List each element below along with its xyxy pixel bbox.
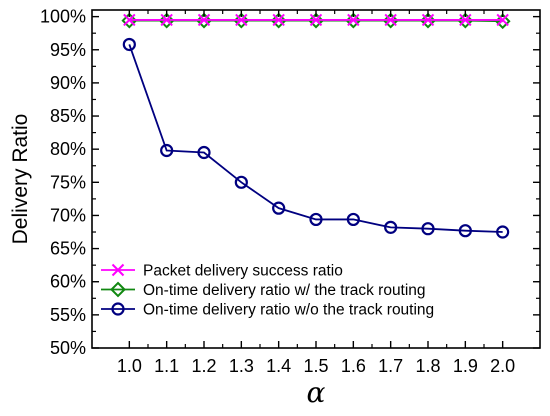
x-tick-label: 2.0 bbox=[490, 356, 515, 376]
x-tick-label: 1.1 bbox=[154, 356, 179, 376]
x-tick-label: 1.0 bbox=[117, 356, 142, 376]
data-point bbox=[384, 220, 398, 234]
x-tick-label: 1.9 bbox=[453, 356, 478, 376]
y-tick-label: 55% bbox=[50, 305, 86, 325]
data-point bbox=[122, 37, 136, 52]
y-axis-title: Delivery Ratio bbox=[9, 114, 32, 245]
data-point bbox=[235, 13, 248, 27]
y-tick-label: 70% bbox=[50, 205, 86, 225]
y-tick-label: 75% bbox=[50, 172, 86, 192]
legend-item: On-time delivery ratio w/ the track rout… bbox=[101, 281, 426, 299]
x-tick-label: 1.3 bbox=[229, 356, 254, 376]
y-tick-label: 95% bbox=[50, 40, 86, 60]
data-point bbox=[496, 225, 510, 239]
data-point bbox=[496, 13, 509, 27]
legend: Packet delivery success ratio On-time del… bbox=[101, 263, 434, 319]
data-point bbox=[309, 212, 323, 227]
data-point bbox=[346, 212, 360, 227]
data-point bbox=[345, 12, 362, 29]
data-point bbox=[421, 222, 435, 236]
data-point bbox=[160, 143, 174, 158]
data-point bbox=[121, 12, 138, 29]
data-point bbox=[272, 201, 286, 215]
data-point bbox=[123, 13, 136, 27]
data-point bbox=[421, 13, 435, 27]
legend-marker bbox=[110, 281, 126, 298]
x-tick-label: 1.4 bbox=[266, 356, 291, 376]
data-point bbox=[158, 12, 175, 29]
data-point bbox=[420, 12, 436, 29]
series-line bbox=[128, 44, 503, 233]
data-point bbox=[197, 145, 211, 160]
data-point bbox=[457, 12, 474, 29]
legend-label: On-time delivery ratio w/ the track rout… bbox=[143, 282, 426, 299]
y-tick-label: 85% bbox=[50, 106, 86, 126]
series-layer bbox=[121, 12, 511, 239]
x-tick-label: 1.8 bbox=[415, 356, 440, 376]
y-tick-label: 60% bbox=[50, 272, 86, 292]
data-point bbox=[196, 12, 212, 29]
data-point bbox=[382, 12, 399, 29]
x-tick-label: 1.2 bbox=[191, 356, 216, 376]
y-tick-label: 50% bbox=[50, 338, 86, 358]
data-point bbox=[384, 13, 397, 27]
series-x bbox=[123, 13, 509, 27]
legend-item: Packet delivery success ratio bbox=[101, 263, 343, 280]
x-axis-title: α bbox=[307, 376, 326, 409]
data-point bbox=[270, 12, 287, 29]
data-point bbox=[347, 13, 360, 27]
data-point bbox=[458, 224, 472, 238]
data-point bbox=[459, 13, 472, 27]
data-point bbox=[309, 13, 323, 27]
y-tick-label: 90% bbox=[50, 73, 86, 93]
series-circle bbox=[122, 37, 510, 239]
data-point bbox=[234, 175, 248, 189]
data-point bbox=[160, 13, 173, 27]
y-tick-label: 80% bbox=[50, 139, 86, 159]
ticks-layer: 50% 55% 60% 65% 70% 75% 80% 85% 90% 95% 100% 1.0 1.1… bbox=[40, 7, 540, 376]
y-tick-label: 65% bbox=[50, 239, 86, 259]
legend-label: Packet delivery success ratio bbox=[143, 263, 343, 280]
legend-label: On-time delivery ratio w/o the track rou… bbox=[143, 302, 434, 319]
data-point bbox=[272, 13, 285, 27]
legend-marker bbox=[111, 302, 125, 316]
x-tick-label: 1.5 bbox=[303, 356, 328, 376]
data-point bbox=[197, 13, 211, 27]
data-point bbox=[233, 12, 250, 29]
x-tick-label: 1.7 bbox=[378, 356, 403, 376]
x-tick-label: 1.6 bbox=[341, 356, 366, 376]
data-point bbox=[308, 12, 324, 29]
legend-marker bbox=[111, 263, 125, 277]
y-tick-label: 100% bbox=[40, 7, 86, 27]
legend-item: On-time delivery ratio w/o the track rou… bbox=[101, 302, 434, 319]
